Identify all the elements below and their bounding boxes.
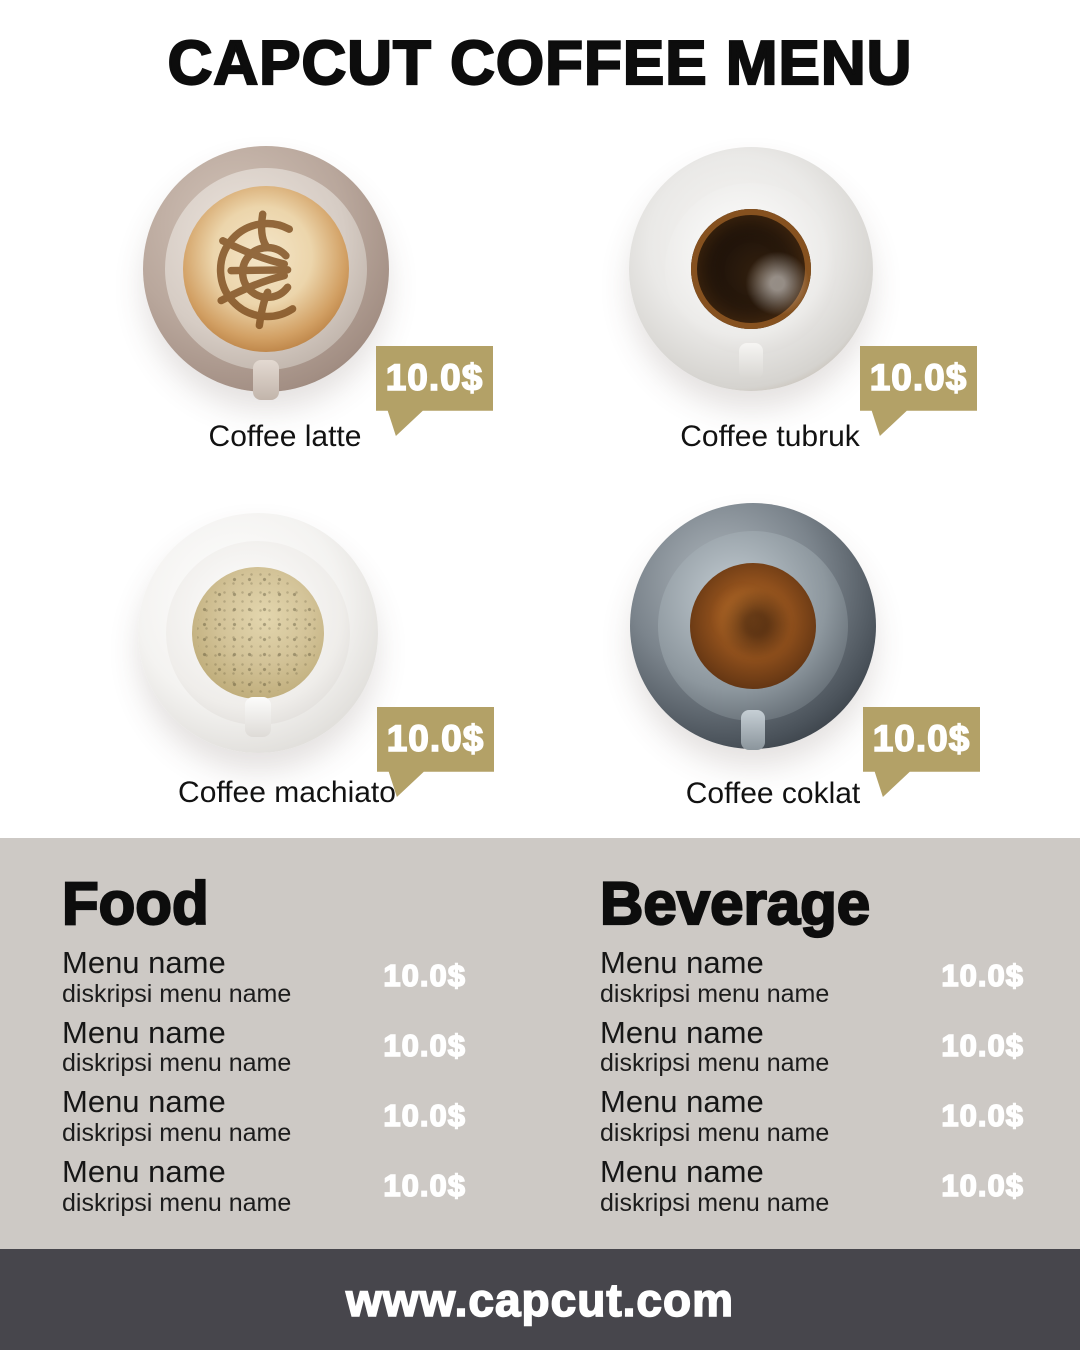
latte-coffee-surface	[183, 186, 349, 352]
menu-item-text: Menu name diskripsi menu name	[600, 1014, 830, 1078]
cup-rim	[166, 541, 350, 725]
price-text: 10.0$	[386, 717, 485, 760]
menu-item-price: 10.0$	[941, 1167, 1024, 1204]
menu-item-price: 10.0$	[941, 1097, 1024, 1134]
cup-rim	[665, 183, 837, 355]
menu-item-price: 10.0$	[383, 1167, 466, 1204]
menu-item-description: diskripsi menu name	[62, 979, 292, 1008]
menu-item-price: 10.0$	[941, 958, 1024, 995]
product-name: Coffee machiato	[178, 776, 396, 809]
menu-item-description: diskripsi menu name	[600, 1119, 830, 1148]
menu-item-price: 10.0$	[383, 1097, 466, 1134]
menu-item-text: Menu name diskripsi menu name	[62, 1085, 291, 1146]
menu-item: Menu name diskripsi menu name 10.0$	[600, 1154, 1024, 1217]
cup-rim	[165, 168, 367, 370]
menu-item-text: Menu name diskripsi menu name	[600, 1085, 829, 1146]
menu-item-text: Menu name diskripsi menu name	[600, 1154, 830, 1217]
menu-item-price: 10.0$	[941, 1027, 1024, 1064]
menu-item-text: Menu name diskripsi menu name	[600, 945, 830, 1008]
menu-item-description: diskripsi menu name	[600, 1049, 830, 1078]
menu-item-text: Menu name diskripsi menu name	[62, 1014, 292, 1078]
food-heading: Food	[61, 870, 210, 937]
menu-item-name: Menu name	[600, 1154, 764, 1190]
menu-item: Menu name diskripsi menu name 10.0$	[62, 1154, 466, 1217]
menu-item: Menu name diskripsi menu name 10.0$	[600, 945, 1024, 1008]
coffee-machiato-image	[138, 513, 378, 753]
menu-item-text: Menu name diskripsi menu name	[62, 945, 292, 1008]
menu-item-name: Menu name	[600, 1014, 764, 1050]
coffee-tubruk-image	[629, 147, 873, 391]
menu-item: Menu name diskripsi menu name 10.0$	[62, 945, 466, 1008]
menu-item-name: Menu name	[600, 945, 764, 980]
menu-item-description: diskripsi menu name	[62, 1119, 292, 1148]
product-name: Coffee tubruk	[680, 420, 860, 453]
crema-coffee-surface	[192, 567, 324, 699]
cup-handle	[245, 697, 271, 737]
menu-item-description: diskripsi menu name	[62, 1188, 292, 1217]
menu-item-name: Menu name	[62, 1014, 226, 1050]
menu-item-name: Menu name	[62, 1084, 226, 1120]
price-text: 10.0$	[385, 356, 484, 399]
menu-item-name: Menu name	[600, 1084, 764, 1120]
cocoa-coffee-surface	[690, 563, 816, 689]
menu-item-name: Menu name	[62, 1154, 226, 1190]
cup-handle	[253, 360, 279, 400]
menu-panel: Food Menu name diskripsi menu name 10.0$…	[0, 838, 1080, 1249]
price-text: 10.0$	[869, 356, 968, 399]
cup-rim	[658, 531, 848, 721]
menu-item-description: diskripsi menu name	[600, 979, 830, 1008]
coffee-coklat-image	[630, 503, 876, 750]
menu-item-price: 10.0$	[383, 958, 466, 995]
cup-handle	[739, 343, 763, 379]
latte-art-fern-icon	[216, 210, 297, 330]
food-section: Food Menu name diskripsi menu name 10.0$…	[61, 870, 466, 1225]
product-name: Coffee coklat	[685, 777, 861, 810]
menu-item-price: 10.0$	[383, 1027, 466, 1064]
product-name: Coffee latte	[208, 420, 362, 453]
menu-item-text: Menu name diskripsi menu name	[62, 1154, 292, 1217]
menu-item: Menu name diskripsi menu name 10.0$	[62, 1085, 466, 1146]
price-text: 10.0$	[872, 717, 971, 760]
page-title: CAPCUT COFFEE MENU	[167, 28, 913, 99]
website-url: www.capcut.com	[345, 1273, 735, 1327]
menu-item-description: diskripsi menu name	[62, 1049, 292, 1078]
menu-item: Menu name diskripsi menu name 10.0$	[600, 1014, 1024, 1078]
coffee-latte-image	[143, 146, 389, 400]
menu-item-description: diskripsi menu name	[600, 1188, 830, 1217]
menu-item-name: Menu name	[62, 945, 226, 980]
menu-item: Menu name diskripsi menu name 10.0$	[62, 1014, 466, 1078]
menu-item: Menu name diskripsi menu name 10.0$	[600, 1085, 1024, 1146]
footer-bar: www.capcut.com	[0, 1249, 1080, 1350]
black-coffee-surface	[691, 209, 811, 329]
beverage-heading: Beverage	[599, 870, 871, 937]
beverage-section: Beverage Menu name diskripsi menu name 1…	[599, 870, 1024, 1225]
cup-handle	[741, 710, 765, 750]
